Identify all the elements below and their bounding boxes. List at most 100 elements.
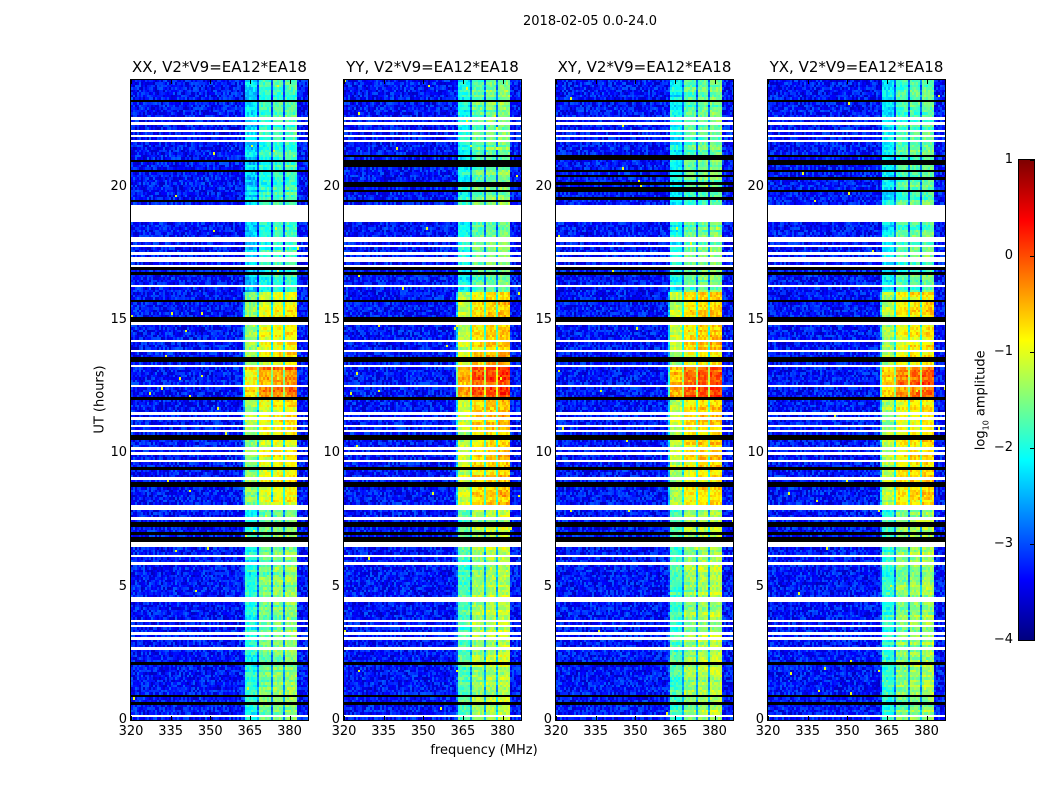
x-tick-mark: [383, 80, 385, 84]
y-tick-label: 5: [755, 578, 764, 594]
x-tick-mark: [170, 80, 172, 84]
y-tick-label: 5: [331, 578, 340, 594]
colorbar-tick-mark: [1030, 640, 1034, 641]
x-tick-mark: [807, 716, 809, 720]
x-tick-mark: [249, 80, 251, 84]
x-tick-label: 380: [490, 724, 515, 739]
y-tick-label: 0: [755, 712, 764, 727]
x-tick-label: 365: [874, 724, 900, 739]
x-tick-label: 350: [834, 724, 860, 739]
y-tick-label: 15: [323, 312, 340, 327]
x-tick-mark: [383, 716, 385, 720]
y-tick-label: 20: [323, 178, 340, 194]
x-tick-label: 350: [410, 724, 436, 739]
x-tick-mark: [249, 716, 251, 720]
x-tick-label: 365: [237, 724, 263, 739]
y-tick-label: 5: [118, 578, 127, 594]
x-tick-label: 320: [118, 724, 144, 739]
colorbar-label-main: log: [973, 430, 989, 451]
x-tick-mark: [462, 716, 464, 720]
y-tick-label: 15: [747, 312, 764, 327]
x-tick-label: 365: [662, 724, 688, 739]
colorbar-tick-mark: [1030, 160, 1034, 161]
x-tick-label: 335: [371, 724, 397, 739]
x-tick-mark: [926, 716, 928, 720]
y-tick-label: 15: [535, 312, 552, 327]
x-tick-mark: [635, 716, 637, 720]
x-tick-label: 350: [622, 724, 648, 739]
y-tick-label: 10: [747, 445, 764, 461]
colorbar-tick-mark: [1030, 544, 1034, 545]
x-tick-label: 335: [795, 724, 821, 739]
y-tick-label: 15: [110, 312, 127, 327]
y-tick-label: 0: [118, 712, 127, 727]
x-tick-mark: [714, 716, 716, 720]
x-tick-mark: [289, 716, 291, 720]
colorbar-tick-label: −1: [993, 344, 1013, 359]
x-tick-label: 335: [583, 724, 609, 739]
y-tick-label: 0: [331, 712, 340, 727]
panel-title: YY, V2*V9=EA12*EA18: [346, 58, 519, 76]
panel-title: YX, V2*V9=EA12*EA18: [769, 58, 944, 76]
x-tick-mark: [423, 80, 425, 84]
x-tick-mark: [423, 716, 425, 720]
x-tick-mark: [556, 80, 557, 84]
x-tick-label: 380: [277, 724, 302, 739]
colorbar-tick-mark: [1030, 256, 1034, 257]
colorbar: [1019, 160, 1034, 640]
x-tick-mark: [131, 80, 132, 84]
x-tick-mark: [556, 716, 557, 720]
colorbar-tick-label: −3: [993, 536, 1013, 551]
x-tick-mark: [210, 716, 212, 720]
x-tick-mark: [807, 80, 809, 84]
x-tick-mark: [502, 716, 504, 720]
x-tick-label: 320: [331, 724, 357, 739]
y-tick-label: 10: [535, 445, 552, 461]
y-tick-label: 20: [535, 178, 552, 194]
x-tick-mark: [886, 716, 888, 720]
x-tick-label: 320: [543, 724, 569, 739]
heatmap-yx: [768, 80, 945, 720]
x-tick-mark: [502, 80, 504, 84]
y-axis-label: UT (hours): [92, 365, 108, 434]
colorbar-tick-mark: [1030, 448, 1034, 449]
heatmap-xy: [556, 80, 733, 720]
colorbar-tick-label: −2: [993, 440, 1013, 455]
x-tick-mark: [768, 80, 769, 84]
colorbar-label-sub: 10: [981, 420, 991, 431]
x-tick-mark: [462, 80, 464, 84]
figure-title: 2018-02-05 0.0-24.0: [523, 14, 657, 29]
x-tick-mark: [344, 716, 345, 720]
panel-title: XY, V2*V9=EA12*EA18: [557, 58, 732, 76]
x-tick-mark: [635, 80, 637, 84]
x-tick-label: 320: [755, 724, 781, 739]
x-tick-mark: [847, 80, 849, 84]
x-tick-label: 380: [702, 724, 727, 739]
x-tick-label: 380: [914, 724, 939, 739]
colorbar-tick-label: 1: [1004, 152, 1013, 167]
heatmap-yy: [344, 80, 521, 720]
y-tick-label: 20: [747, 178, 764, 194]
colorbar-tick-label: −4: [993, 632, 1013, 647]
x-tick-mark: [344, 80, 345, 84]
x-axis-label: frequency (MHz): [430, 743, 538, 758]
x-tick-mark: [768, 716, 769, 720]
x-tick-label: 365: [450, 724, 476, 739]
x-tick-mark: [847, 716, 849, 720]
y-tick-label: 20: [110, 178, 127, 194]
x-tick-mark: [210, 80, 212, 84]
x-tick-mark: [714, 80, 716, 84]
colorbar-tick-label: 0: [1004, 248, 1013, 263]
x-tick-label: 350: [197, 724, 223, 739]
panel-title: XX, V2*V9=EA12*EA18: [132, 58, 307, 76]
y-tick-label: 0: [543, 712, 552, 727]
colorbar-label: log10 amplitude: [974, 320, 991, 480]
x-tick-mark: [595, 716, 597, 720]
colorbar-tick-mark: [1030, 352, 1034, 353]
x-tick-mark: [131, 716, 132, 720]
x-tick-mark: [886, 80, 888, 84]
x-tick-mark: [595, 80, 597, 84]
x-tick-label: 335: [158, 724, 184, 739]
y-tick-label: 10: [323, 445, 340, 461]
x-tick-mark: [674, 716, 676, 720]
